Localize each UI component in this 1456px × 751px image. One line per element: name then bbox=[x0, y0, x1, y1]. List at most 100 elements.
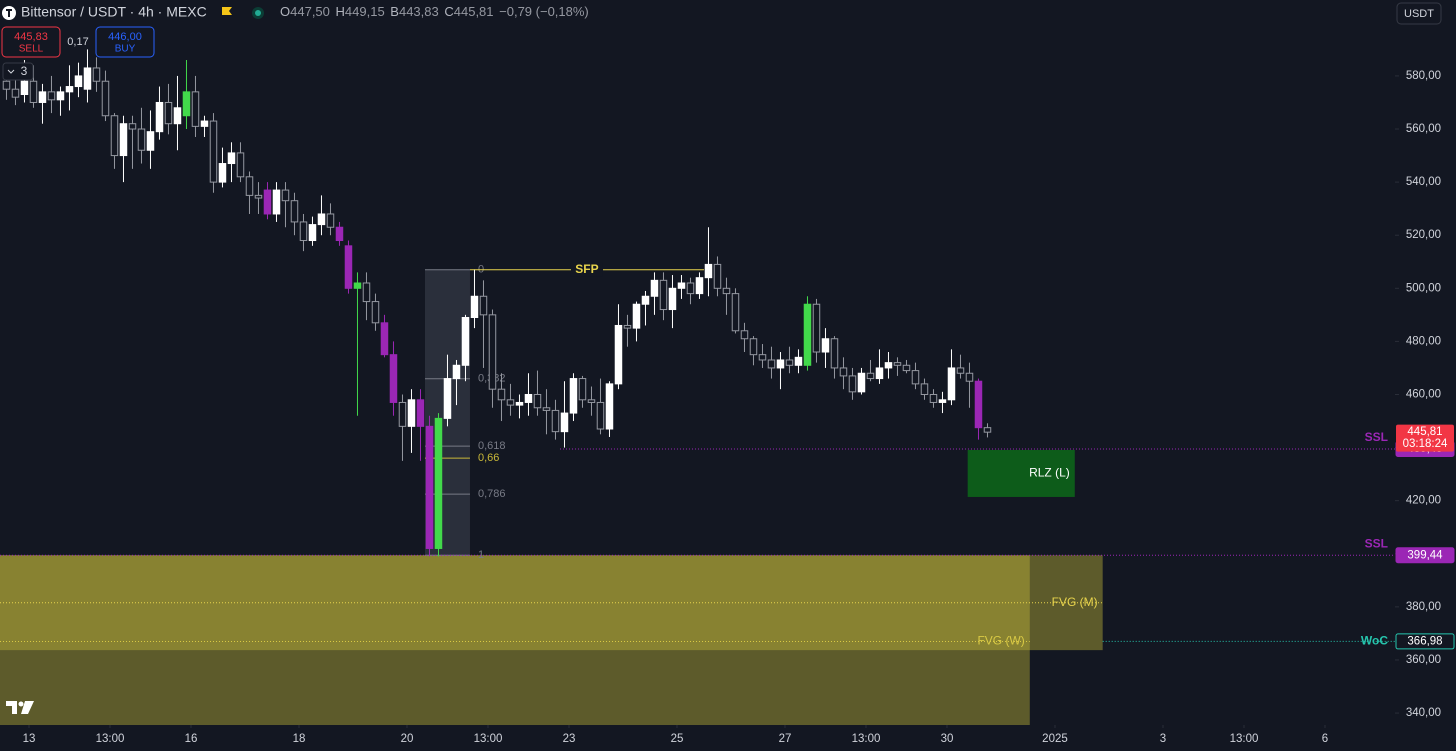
ohlc-key: O bbox=[280, 4, 290, 19]
candle-body bbox=[857, 372, 866, 393]
candle-body bbox=[884, 362, 893, 369]
candle-body bbox=[983, 427, 992, 433]
candle-body bbox=[758, 354, 767, 361]
header: Bittensor / USDT · 4h · MEXC O447,50 H44… bbox=[1, 2, 1442, 81]
candle-body bbox=[767, 359, 776, 369]
candle-body bbox=[434, 417, 443, 549]
currency-label: USDT bbox=[1404, 8, 1434, 20]
candle-body bbox=[182, 91, 191, 117]
candle-body bbox=[578, 378, 587, 401]
zone-label: FVG (M) bbox=[1052, 595, 1098, 609]
plot-area: FVG (W)FVG (M)RLZ (L)00,3820,6180,660,78… bbox=[0, 49, 1395, 725]
fib-label: 0,786 bbox=[478, 488, 506, 500]
candle-body bbox=[776, 359, 785, 369]
x-tick-label: 16 bbox=[185, 733, 198, 745]
candle-body bbox=[173, 107, 182, 125]
ohlc-legend: O447,50 H449,15 B443,83 C445,81 −0,79 (−… bbox=[280, 4, 589, 19]
buy-button[interactable] bbox=[95, 26, 155, 58]
candle-body bbox=[362, 282, 371, 303]
candle-body bbox=[155, 101, 164, 133]
flag-icon[interactable] bbox=[222, 7, 232, 15]
x-tick-label: 13:00 bbox=[1230, 733, 1259, 745]
x-tick-label: 27 bbox=[779, 733, 792, 745]
x-tick-label: 2025 bbox=[1042, 733, 1068, 745]
x-tick-label: 6 bbox=[1322, 733, 1328, 745]
candle-body bbox=[92, 67, 101, 82]
candle-body bbox=[452, 364, 461, 380]
last-price-box bbox=[1396, 424, 1454, 452]
candle-body bbox=[461, 317, 470, 366]
last-price-label: 445,81 bbox=[1407, 426, 1442, 438]
candle-body bbox=[380, 322, 389, 356]
candle-body bbox=[263, 189, 272, 215]
level-price-label: 399,44 bbox=[1407, 549, 1443, 561]
candle-body bbox=[830, 338, 839, 369]
ohlc-key: B bbox=[390, 4, 399, 19]
candle-body bbox=[326, 213, 335, 228]
x-tick-label: 13:00 bbox=[96, 733, 125, 745]
candle-body bbox=[29, 80, 38, 103]
candle-body bbox=[308, 224, 317, 242]
ohlc-value: 447,50 bbox=[290, 4, 330, 19]
level-name: SSL bbox=[1365, 536, 1388, 550]
candle-body bbox=[740, 330, 749, 340]
x-tick-label: 30 bbox=[941, 733, 954, 745]
candle-body bbox=[839, 367, 848, 377]
buy-label: BUY bbox=[115, 44, 136, 55]
y-tick-label: 420,00 bbox=[1406, 495, 1441, 507]
candle-body bbox=[749, 338, 758, 356]
logo-part bbox=[18, 701, 24, 707]
fib-label: 0,66 bbox=[478, 452, 499, 464]
candle-body bbox=[920, 383, 929, 395]
candle-body bbox=[11, 88, 20, 98]
candle-body bbox=[488, 314, 497, 390]
level-name: WoC bbox=[1361, 634, 1388, 648]
candle-body bbox=[281, 189, 290, 202]
candle-body bbox=[38, 91, 47, 103]
candle-body bbox=[470, 295, 479, 319]
ohlc-value: 445,81 bbox=[454, 4, 494, 19]
candle-body bbox=[803, 303, 812, 366]
candle-body bbox=[272, 189, 281, 215]
overlay: 340,00360,00380,00400,00420,00440,00460,… bbox=[23, 70, 1455, 745]
candle-body bbox=[677, 282, 686, 289]
candle-body bbox=[974, 380, 983, 429]
x-tick-label: 3 bbox=[1160, 733, 1166, 745]
candle-body bbox=[560, 412, 569, 433]
ohlc-value: 443,83 bbox=[399, 4, 439, 19]
y-tick-label: 380,00 bbox=[1406, 601, 1441, 613]
countdown: 03:18:24 bbox=[1403, 438, 1448, 450]
candle-body bbox=[947, 367, 956, 401]
y-tick-label: 540,00 bbox=[1406, 176, 1441, 188]
candle-body bbox=[110, 115, 119, 157]
candle-body bbox=[254, 194, 263, 199]
y-tick-label: 480,00 bbox=[1406, 335, 1441, 347]
candle-body bbox=[335, 226, 344, 242]
status-dot bbox=[255, 10, 261, 16]
candle-body bbox=[20, 80, 29, 96]
candle-body bbox=[956, 367, 965, 374]
candle-body bbox=[56, 91, 65, 101]
y-tick-label: 560,00 bbox=[1406, 123, 1441, 135]
candle-body bbox=[632, 303, 641, 329]
candle-body bbox=[659, 279, 668, 311]
candle-body bbox=[533, 393, 542, 409]
candle-body bbox=[785, 359, 794, 366]
candle-body bbox=[317, 213, 326, 226]
y-tick-label: 580,00 bbox=[1406, 70, 1441, 82]
candle-body bbox=[398, 401, 407, 427]
y-tick-label: 500,00 bbox=[1406, 282, 1441, 294]
candle-body bbox=[794, 356, 803, 366]
candle-body bbox=[290, 200, 299, 223]
logo-part bbox=[6, 701, 17, 714]
candle-body bbox=[245, 176, 254, 196]
sell-button[interactable] bbox=[1, 26, 61, 58]
candle-body bbox=[497, 388, 506, 401]
symbol-title[interactable]: Bittensor / USDT · 4h · MEXC bbox=[21, 4, 207, 20]
currency-button[interactable] bbox=[1396, 2, 1442, 25]
x-tick-label: 23 bbox=[563, 733, 576, 745]
indicators-toggle[interactable] bbox=[2, 62, 34, 81]
x-tick-label: 20 bbox=[401, 733, 414, 745]
zone bbox=[967, 449, 1075, 497]
